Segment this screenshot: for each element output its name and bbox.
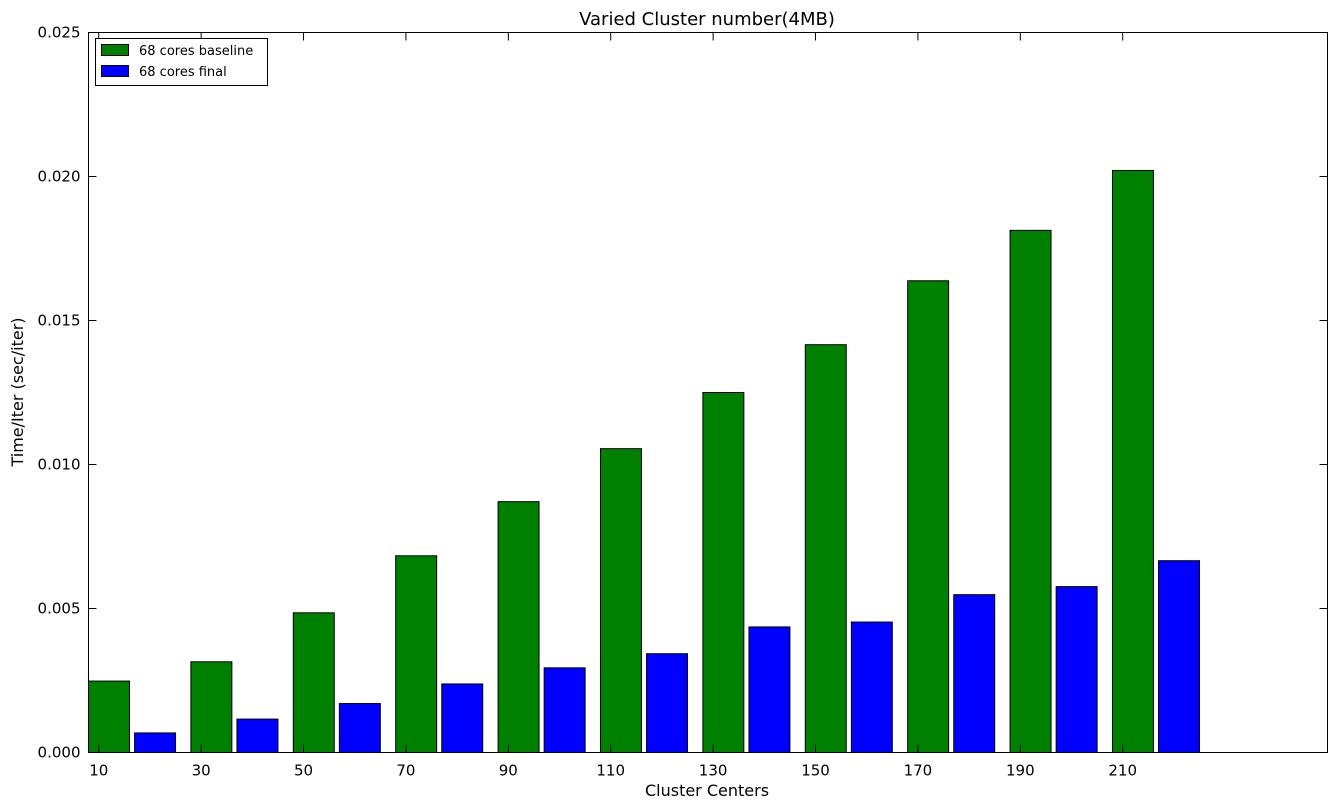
y-tick-label: 0.010 [38, 456, 81, 474]
x-tick-label: 150 [801, 762, 830, 780]
bar-final-190 [1055, 586, 1098, 753]
y-tick-label: 0.015 [38, 312, 81, 330]
x-tick-label: 50 [294, 762, 313, 780]
bar-final-50 [338, 703, 381, 753]
x-tick-label: 10 [89, 762, 108, 780]
bar-final-110 [646, 653, 689, 753]
legend-label-baseline: 68 cores baseline [139, 44, 253, 59]
bar-baseline-150 [804, 344, 847, 753]
bar-final-170 [953, 594, 996, 754]
x-tick-label: 70 [396, 762, 415, 780]
bar-final-150 [850, 621, 893, 754]
bar-final-10 [134, 732, 177, 754]
bar-final-30 [236, 718, 279, 753]
bar-baseline-110 [599, 448, 642, 753]
plot-frame [88, 32, 1328, 753]
legend-label-final: 68 cores final [139, 65, 227, 80]
bar-final-90 [543, 667, 586, 753]
bar-baseline-130 [702, 392, 745, 753]
bar-baseline-30 [190, 661, 233, 754]
x-tick-label: 190 [1006, 762, 1035, 780]
legend-swatch-baseline [101, 44, 129, 56]
x-tick-label: 210 [1108, 762, 1137, 780]
legend-swatch-final [101, 65, 129, 77]
x-tick-label: 130 [699, 762, 728, 780]
x-tick-label: 170 [904, 762, 933, 780]
bar-final-70 [441, 683, 484, 753]
bar-baseline-190 [1009, 229, 1052, 753]
bar-baseline-10 [88, 680, 130, 753]
y-tick-label: 0.020 [38, 168, 81, 186]
bars-layer [88, 169, 1201, 754]
bar-final-130 [748, 626, 791, 754]
ticks-layer: 0.000 0.005 0.010 0.015 0.020 0.025 10 30 50 70 90… [38, 24, 1328, 780]
chart-title: Varied Cluster number(4MB) [579, 9, 835, 30]
x-tick-label: 110 [596, 762, 625, 780]
x-tick-label: 30 [192, 762, 211, 780]
bar-baseline-50 [292, 612, 335, 753]
y-tick-label: 0.000 [38, 744, 81, 762]
y-axis-title: Time/Iter (sec/iter) [8, 317, 27, 467]
y-tick-label: 0.005 [38, 600, 81, 618]
y-tick-label: 0.025 [38, 24, 81, 42]
bar-baseline-210 [1111, 169, 1154, 753]
bar-baseline-170 [907, 280, 950, 753]
bar-baseline-70 [395, 555, 438, 754]
legend: 68 cores baseline 68 cores final [95, 38, 268, 86]
x-axis-title: Cluster Centers [645, 781, 769, 800]
bar-final-210 [1158, 560, 1201, 754]
bar-baseline-90 [497, 501, 540, 754]
x-tick-label: 90 [499, 762, 518, 780]
